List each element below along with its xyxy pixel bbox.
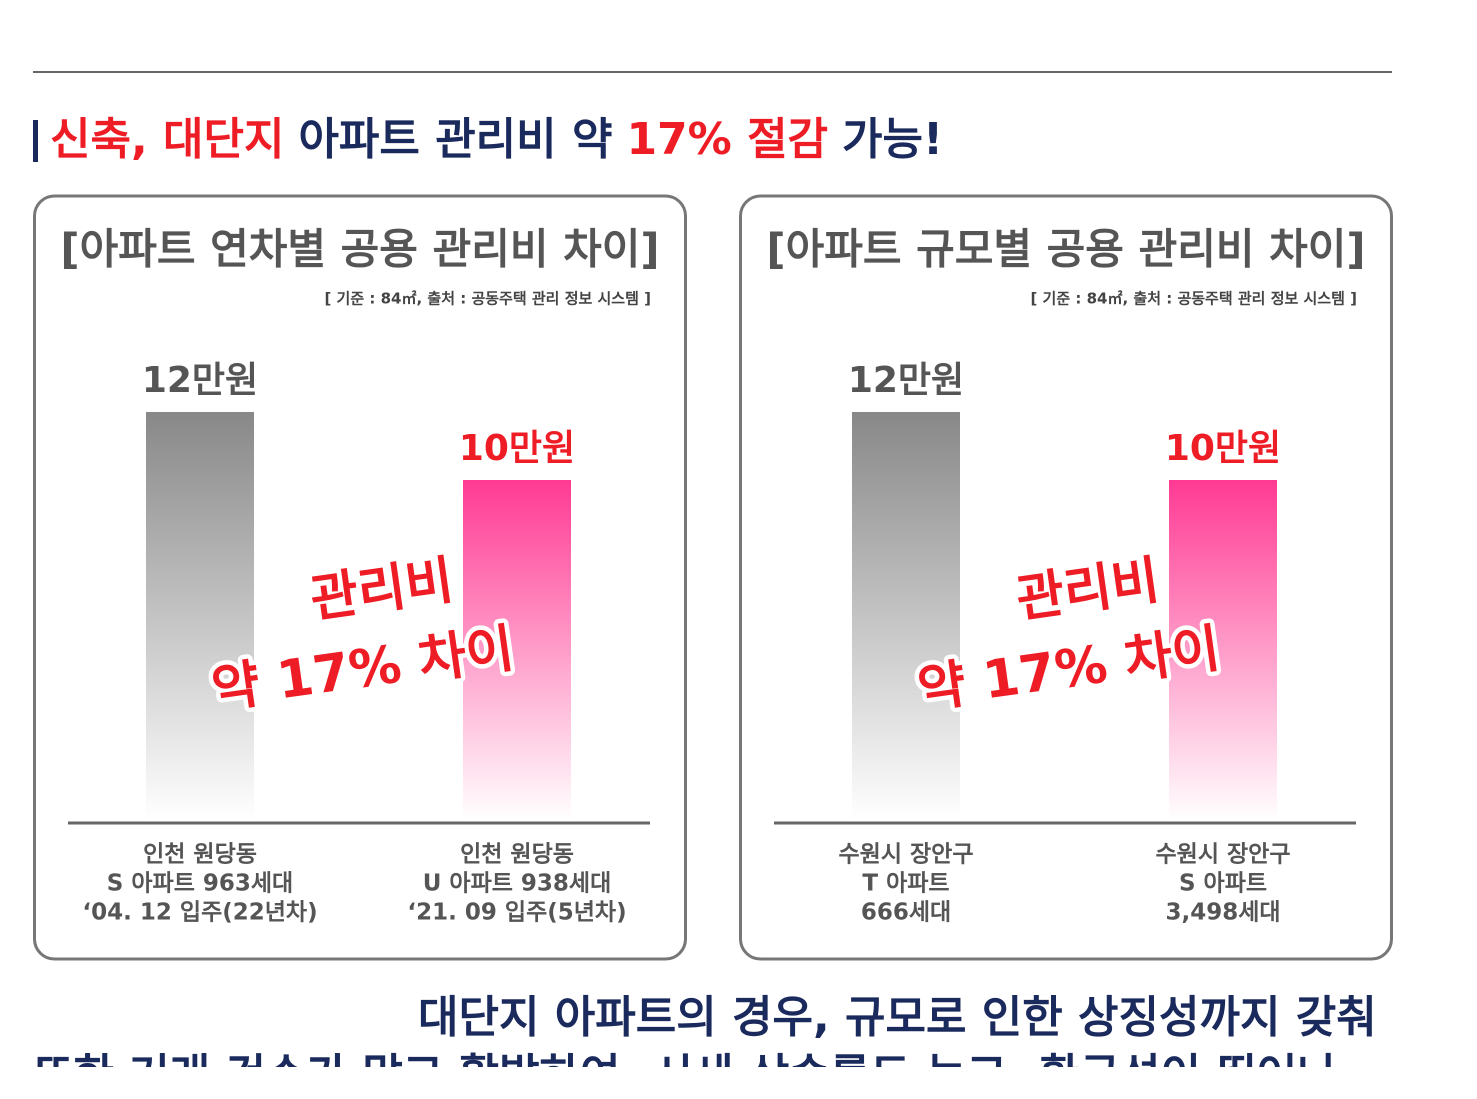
heading: 신축, 대단지 아파트 관리비 약 17% 절감 가능! xyxy=(50,114,943,165)
category-label: S 아파트 xyxy=(1179,871,1267,897)
bar xyxy=(1169,480,1277,820)
bar xyxy=(852,412,960,820)
category-label: T 아파트 xyxy=(862,871,949,897)
category-label: 인천 원당동 xyxy=(460,842,574,868)
chart-subtitle: [ 기준 : 84㎡, 출처 : 공동주택 관리 정보 시스템 ] xyxy=(324,290,651,308)
category-label: ‘04. 12 입주(22년차) xyxy=(82,900,317,926)
category-label: 수원시 장안구 xyxy=(1156,842,1291,868)
category-label: ‘21. 09 입주(5년차) xyxy=(407,900,626,926)
category-label: 인천 원당동 xyxy=(143,842,257,868)
category-label: 666세대 xyxy=(861,900,951,926)
category-label: U 아파트 938세대 xyxy=(423,871,612,897)
bar xyxy=(463,480,571,820)
value-label: 10만원 xyxy=(459,428,575,469)
heading-part: 17% 절감 xyxy=(626,114,828,165)
footer-line: 또한 거래 건수가 많고 활발하여, 시세 상승률도 높고, 환금성이 뛰어나 xyxy=(33,1050,1338,1099)
chart-title: [아파트 연차별 공용 관리비 차이] xyxy=(60,225,659,274)
value-label: 12만원 xyxy=(848,360,964,401)
heading-marker xyxy=(33,120,38,162)
value-label: 12만원 xyxy=(142,360,258,401)
category-label: 수원시 장안구 xyxy=(839,842,974,868)
heading-part: 아파트 관리비 약 xyxy=(298,114,612,165)
chart-subtitle: [ 기준 : 84㎡, 출처 : 공동주택 관리 정보 시스템 ] xyxy=(1030,290,1357,308)
bar xyxy=(146,412,254,820)
category-label: 3,498세대 xyxy=(1165,900,1280,926)
value-label: 10만원 xyxy=(1165,428,1281,469)
heading-part: 가능! xyxy=(842,114,943,165)
heading-part: 신축, 대단지 xyxy=(50,114,284,165)
category-label: S 아파트 963세대 xyxy=(107,871,293,897)
footer-line: 대단지 아파트의 경우, 규모로 인한 상징성까지 갖춰 xyxy=(418,992,1377,1043)
chart-title: [아파트 규모별 공용 관리비 차이] xyxy=(766,225,1365,274)
